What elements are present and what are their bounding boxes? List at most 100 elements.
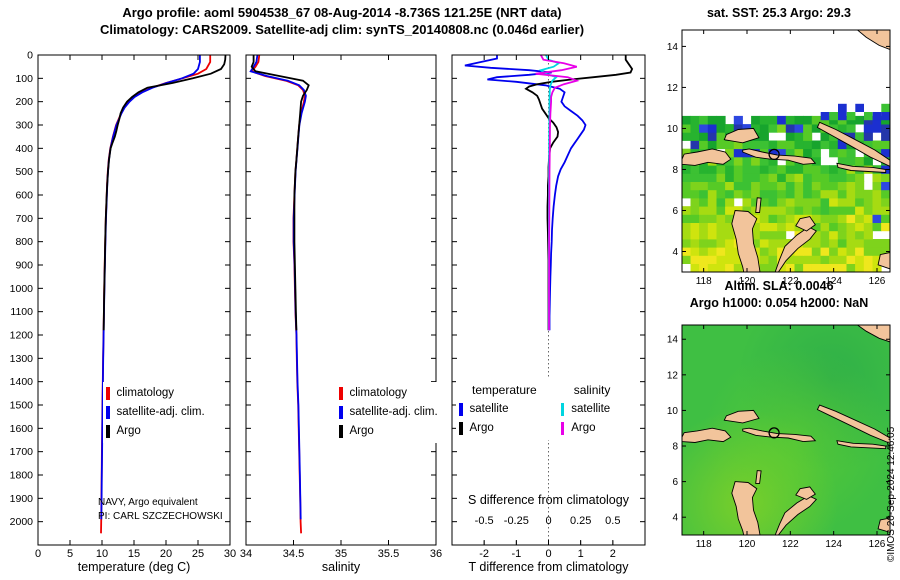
salinity-legend-header: salinity [573, 383, 611, 397]
salinity-plot: 34 34.5 35 35.5 36 [240, 54, 442, 560]
svg-text:0: 0 [27, 50, 33, 62]
t-satellite-key-icon [459, 403, 463, 416]
temperature-plot-axes: 0 5 10 15 20 25 300100200300400500600700800900… [10, 50, 236, 561]
svg-text:-0.5: -0.5 [475, 515, 494, 527]
svg-text:124: 124 [825, 276, 842, 287]
sla-map-frame [681, 324, 891, 536]
legend-item-climatology: climatology [106, 384, 205, 403]
sst-map: 118 120 122 124 126 4 6 8 10 12 14 [667, 29, 891, 287]
svg-text:10: 10 [96, 548, 108, 560]
svg-text:900: 900 [15, 260, 33, 272]
svg-text:800: 800 [15, 236, 33, 248]
svg-text:10: 10 [667, 406, 679, 417]
island-shape [877, 517, 890, 533]
legend-item-t-argo: Argo [459, 419, 537, 438]
svg-text:1200: 1200 [10, 330, 34, 342]
legend-item-argo: Argo [106, 422, 205, 441]
svg-text:700: 700 [15, 213, 33, 225]
island-shape [836, 162, 887, 173]
svg-text:8: 8 [672, 165, 678, 176]
svg-text:20: 20 [160, 548, 172, 560]
island-shape [816, 121, 890, 167]
svg-text:15: 15 [128, 548, 140, 560]
sst-map-frame [681, 29, 891, 273]
climatology-key-icon [339, 387, 343, 400]
legend-item-s-argo: Argo [560, 419, 611, 438]
satellite-adj-clim-key-icon [106, 406, 110, 419]
temperature-plot: 0 5 10 15 20 25 300100200300400500600700800900… [10, 50, 236, 561]
svg-text:126: 126 [869, 276, 886, 287]
legend-item-s-satellite: satellite [560, 400, 611, 419]
note-line2: PI: CARL SZCZECHOWSKI [98, 511, 223, 522]
svg-text:300: 300 [15, 120, 33, 132]
sla-map-title-line2: Argo h1000: 0.054 h2000: NaN [689, 296, 869, 310]
svg-text:14: 14 [667, 335, 679, 346]
svg-text:34.5: 34.5 [283, 548, 304, 560]
difference-series-s-argo [535, 55, 580, 331]
svg-text:10: 10 [667, 124, 679, 135]
salinity-series-argo [250, 55, 310, 331]
svg-text:1700: 1700 [10, 446, 34, 458]
float-owner-note: NAVY, Argo equivalent PI: CARL SZCZECHOW… [98, 496, 223, 524]
difference-legend: temperature satellite Argo salinity sate… [456, 379, 616, 440]
difference-series-t-argo [524, 55, 634, 331]
sla-map: 118 120 122 124 126 4 6 8 10 12 14 [667, 324, 891, 550]
svg-text:2: 2 [610, 548, 616, 560]
s-satellite-label: satellite [571, 403, 611, 415]
svg-text:200: 200 [15, 96, 33, 108]
float-marker-icon [768, 427, 780, 439]
svg-text:0: 0 [545, 515, 551, 527]
svg-text:118: 118 [696, 539, 712, 550]
svg-text:14: 14 [667, 42, 679, 53]
temperature-axis-label: temperature (deg C) [77, 560, 191, 574]
svg-text:120: 120 [739, 539, 756, 550]
climatology-key-icon [106, 387, 110, 400]
svg-text:600: 600 [15, 190, 33, 202]
imos-watermark: ©IMOS 20-Sep-2024 12:46:05 [886, 426, 897, 562]
temperature-series-satellite-adj-clim- [100, 55, 201, 520]
island-shape [856, 30, 890, 50]
salinity-plot-axes: 34 34.5 35 35.5 36 [240, 54, 442, 560]
island-shape [731, 210, 761, 272]
svg-text:0: 0 [35, 548, 41, 560]
argo-label: Argo [116, 425, 141, 437]
salinity-series-climatology [250, 55, 306, 534]
svg-text:-2: -2 [479, 548, 489, 560]
island-shape [682, 148, 732, 166]
t-argo-label: Argo [469, 422, 494, 434]
float-marker-icon [768, 148, 780, 161]
argo-key-icon [339, 425, 343, 438]
svg-text:35.5: 35.5 [378, 548, 399, 560]
svg-text:1500: 1500 [10, 400, 34, 412]
s-satellite-key-icon [560, 403, 565, 416]
svg-text:12: 12 [667, 370, 679, 381]
figure-title-line2: Climatology: CARS2009. Satellite-adj cli… [99, 22, 585, 37]
t-difference-axis-label: T difference from climatology [468, 560, 629, 574]
island-shape [816, 404, 890, 444]
legend-item-t-satellite: satellite [459, 400, 537, 419]
svg-text:-1: -1 [511, 548, 521, 560]
temperature-legend-column: temperature satellite Argo [459, 381, 537, 438]
island-shape [755, 470, 762, 484]
island-shape [795, 486, 816, 500]
svg-text:1600: 1600 [10, 423, 34, 435]
svg-text:4: 4 [672, 247, 678, 258]
svg-text:122: 122 [782, 539, 799, 550]
salinity-legend-column: salinity satellite Argo [560, 381, 611, 438]
island-shape [795, 216, 816, 232]
island-shape [836, 440, 887, 450]
svg-text:400: 400 [15, 143, 33, 155]
satellite-adj-clim-label: satellite-adj. clim. [349, 406, 438, 418]
svg-text:1000: 1000 [10, 283, 34, 295]
svg-text:34: 34 [240, 548, 252, 560]
s-argo-key-icon [560, 422, 565, 435]
svg-text:1800: 1800 [10, 470, 34, 482]
island-shape [755, 197, 762, 213]
legend-item-climatology: climatology [339, 384, 438, 403]
svg-text:25: 25 [192, 548, 204, 560]
salinity-series-satellite-adj-clim- [249, 55, 307, 520]
sla-map-title-line1: Altim. SLA: 0.0046 [724, 279, 834, 293]
svg-text:1100: 1100 [10, 306, 33, 318]
